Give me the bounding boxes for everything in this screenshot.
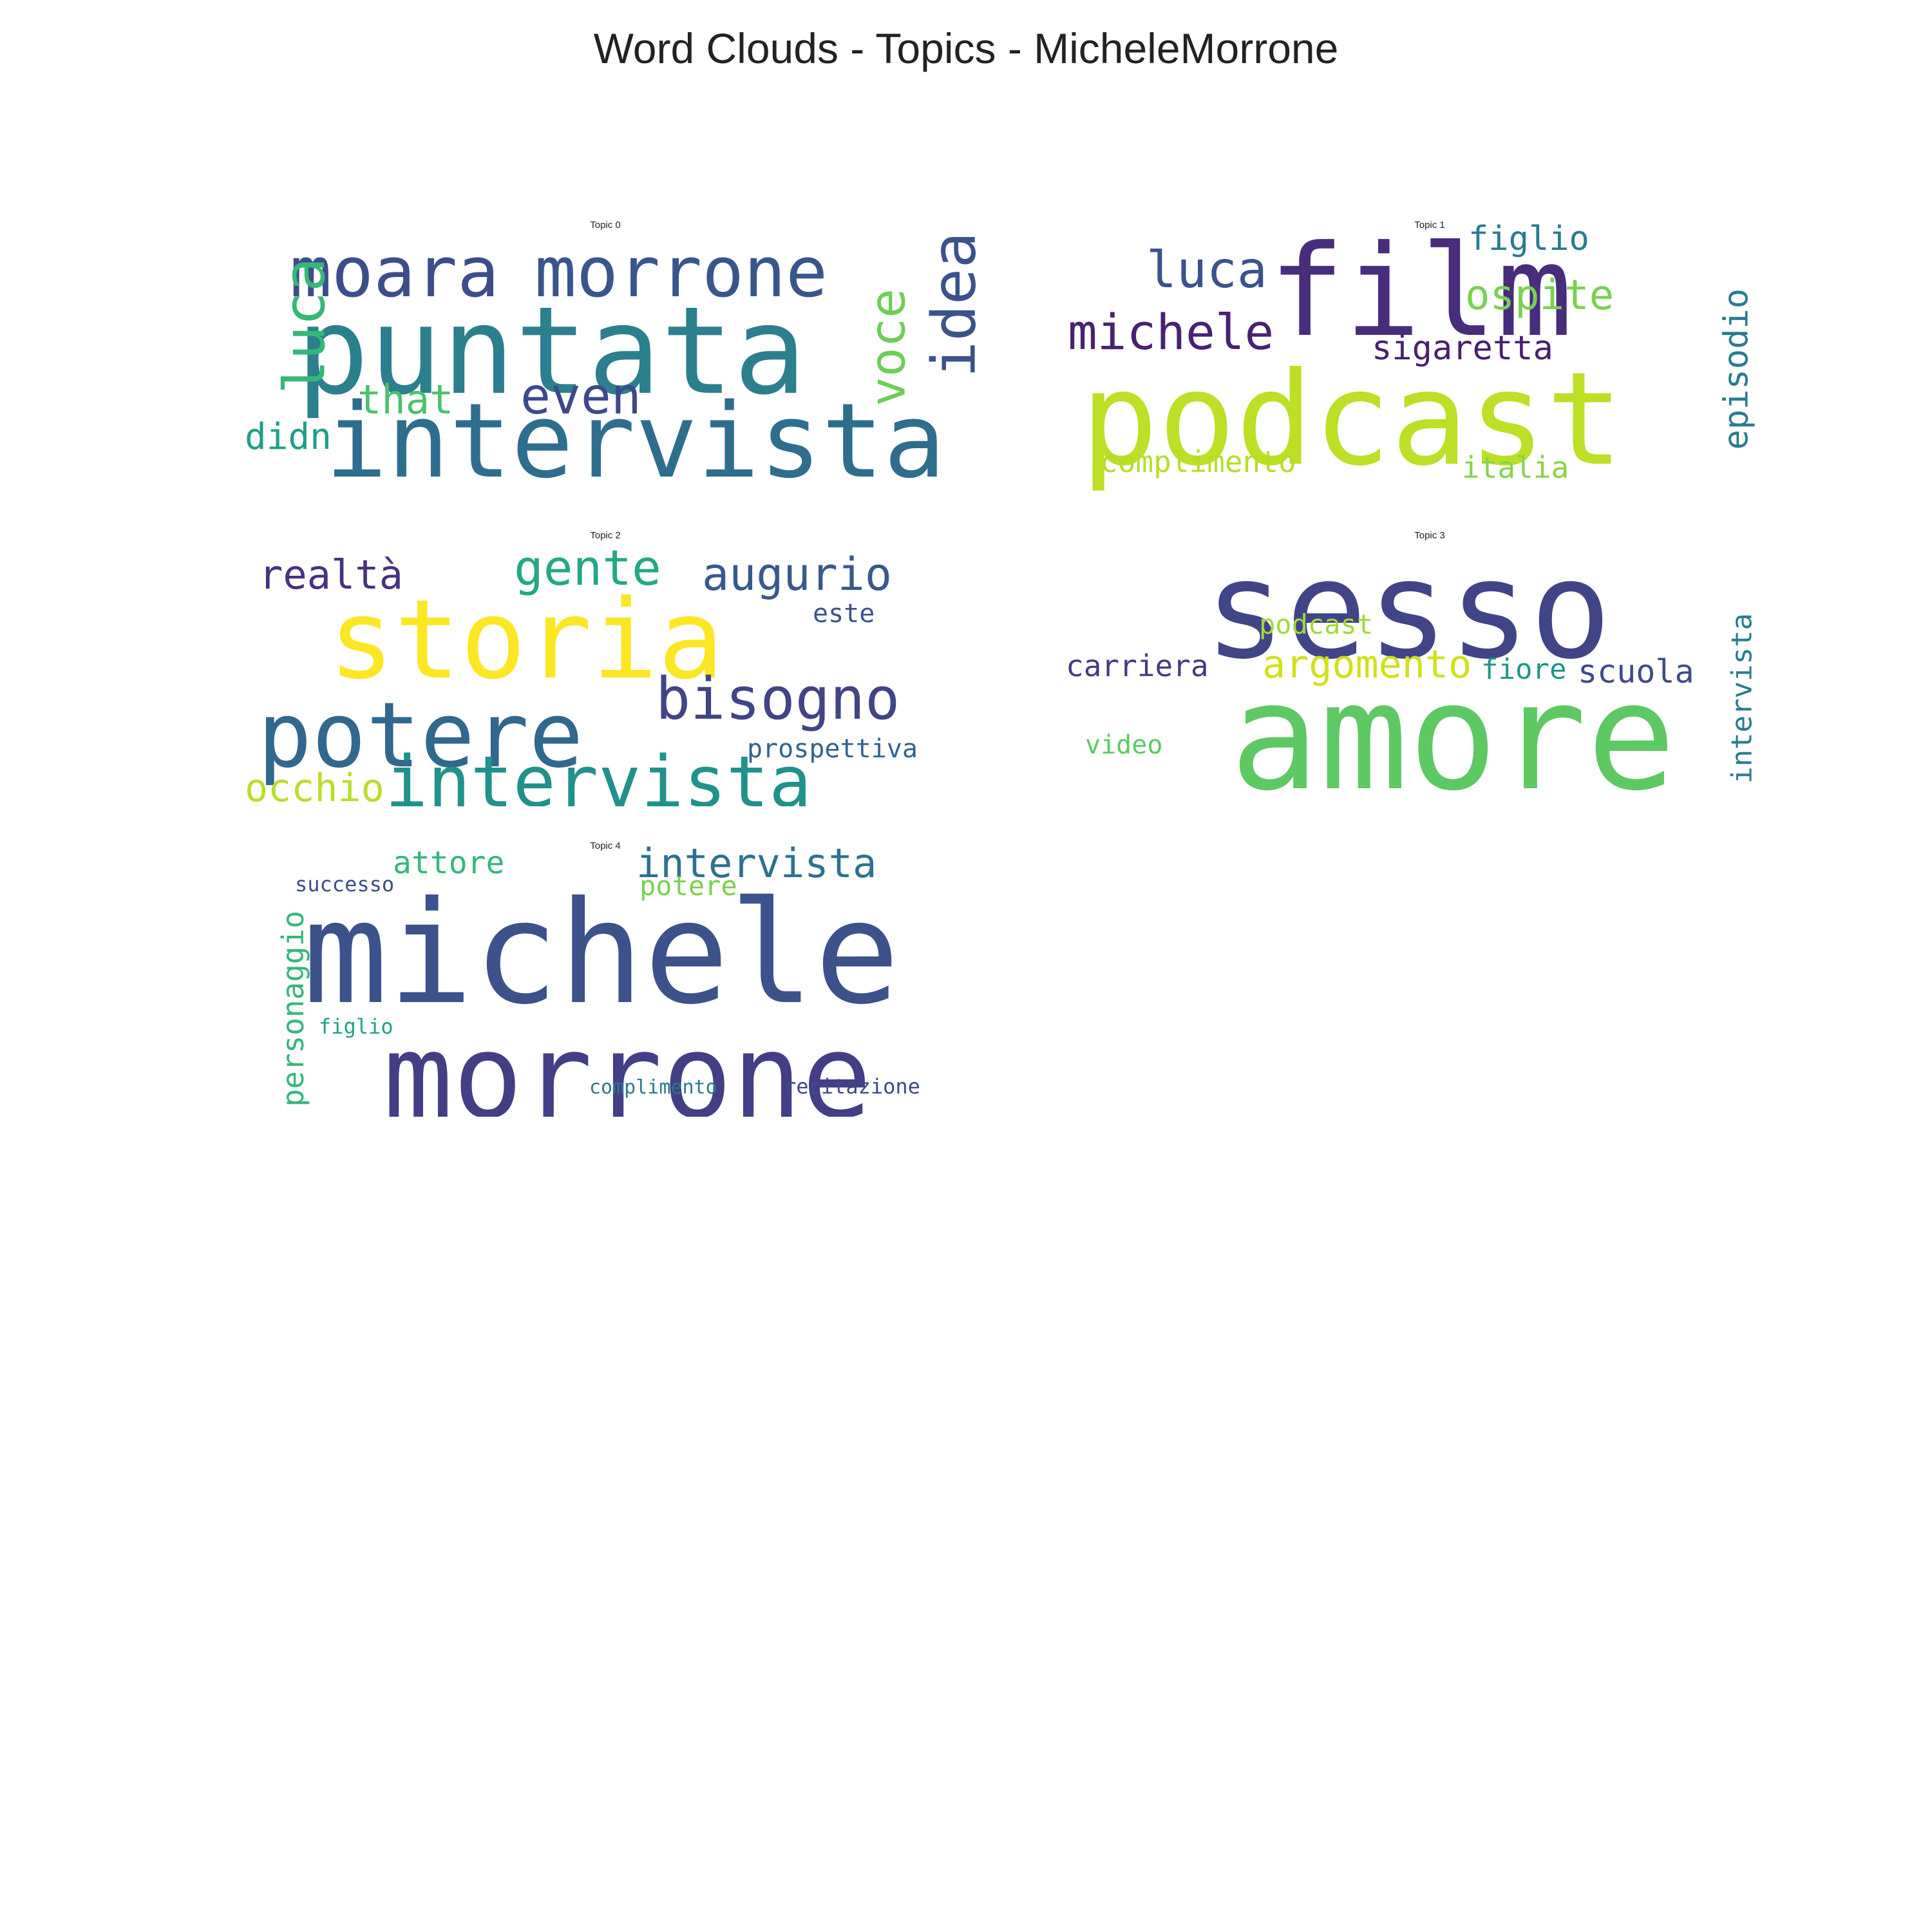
topic-3-word: podcast [1259,609,1373,640]
topic-0-word: voce [858,289,916,406]
topic-3-word: carriera [1066,649,1209,683]
topic-0-word: even [520,368,641,426]
topic-3-word: amore [1230,652,1676,806]
figure-title: Word Clouds - Topics - MicheleMorrone [593,24,1339,72]
topic-0-word: luca [272,258,338,394]
topic-3-word: scuola [1578,653,1694,690]
topic-2-word: bisogno [656,665,900,733]
topic-2-word: este [813,599,875,629]
topic-3-word: argomento [1262,642,1472,687]
topic-1-title: Topic 1 [1414,220,1445,231]
topic-1-word: luca [1146,242,1267,299]
topic-4-word: intervista [636,840,876,887]
topic-3-word: sesso [1204,531,1611,689]
topic-4-title: Topic 4 [590,840,621,851]
topic-2-title: Topic 2 [590,530,621,541]
topic-1-word: podcast [1081,345,1624,495]
topic-2-word: prospettiva [747,734,918,764]
topic-4-word: successo [295,872,394,896]
topic-2-word: potere [258,683,583,788]
topic-0-word: puntata [296,281,806,422]
topic-4-word: potere [639,870,737,902]
topic-1-word: figlio [1468,220,1589,258]
topic-2-word: realtà [259,551,403,598]
topic-0-word: idea [919,232,979,377]
topic-2-word: storia [328,576,724,704]
topic-1-word: episodio [1718,289,1756,450]
topic-3-word: intervista [1725,613,1758,784]
topic-4-word: recitazione [784,1074,920,1099]
topic-1-word: ospite [1465,272,1614,319]
topic-3-word: fiore [1481,653,1566,686]
topic-4-word: attore [393,845,504,881]
topic-1-word: film [1269,218,1573,365]
topic-0-word: didn [245,416,332,458]
topic-0-title: Topic 0 [590,220,621,231]
topic-0-word: that [357,376,453,423]
topic-1-word: sigaretta [1372,329,1553,368]
topic-0-word: moara [290,232,499,313]
topic-4-word: morrone [383,1010,872,1117]
topic-1-word: italia [1462,450,1569,485]
topic-1-word: michele [1068,303,1274,361]
topic-1-word: complimento [1100,444,1296,479]
topic-3-title: Topic 3 [1414,530,1445,541]
topic-4-word: personaggio [276,911,310,1107]
topic-4-word: complimento [589,1076,717,1099]
topic-0-word: intervista [325,381,945,496]
topic-2-word: augurio [702,548,892,601]
topic-4-word: michele [303,871,900,1036]
topic-4-word: figlio [319,1014,393,1039]
topic-2-word: occhio [245,766,384,806]
topic-2-word: gente [514,539,661,596]
topic-2-word: intervista [385,741,811,806]
topic-3-word: video [1085,730,1162,760]
topic-3-wordcloud: Topic 3sessoamorelovepodcastcarrieraargo… [1066,530,1758,806]
topic-0-word: morrone [535,232,828,313]
